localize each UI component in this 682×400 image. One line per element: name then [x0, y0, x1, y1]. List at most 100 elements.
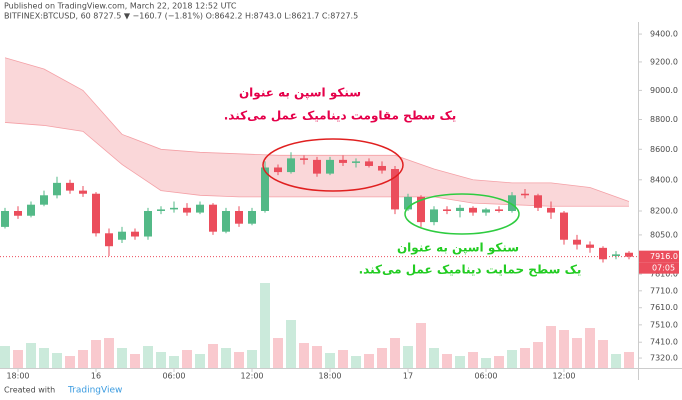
y-tick-label: 9200.0 — [650, 57, 678, 66]
volume-bar — [260, 283, 270, 368]
candle-body — [365, 161, 373, 166]
y-tick-label: 8800.0 — [650, 115, 678, 124]
volume-bar — [221, 348, 231, 368]
candle-body — [1, 210, 9, 227]
volume-bar — [0, 346, 10, 368]
y-tick-label: 8050.0 — [650, 230, 678, 239]
volume-bar — [611, 354, 621, 368]
x-tick-label: 16 — [91, 372, 101, 381]
candle-body — [430, 209, 438, 223]
candle-body — [144, 210, 152, 237]
candle-body — [274, 167, 282, 173]
candle-body — [482, 209, 490, 213]
volume-bar — [559, 330, 569, 368]
x-tick-label: 18:00 — [6, 372, 29, 381]
cloud-line — [4, 122, 629, 207]
candle-body — [300, 158, 308, 160]
annotation: یک سطح مقاومت دینامیک عمل می‌کند. — [224, 109, 457, 124]
volume-bar — [585, 328, 595, 368]
y-tick-label: 8600.0 — [650, 145, 678, 154]
volume-bar — [26, 343, 36, 368]
candle-body — [612, 254, 620, 256]
volume-bar — [273, 338, 283, 368]
y-tick-label: 7320.0 — [650, 354, 678, 363]
candle-body — [586, 244, 594, 248]
volume-bar — [533, 342, 543, 368]
volume-bar — [442, 354, 452, 368]
volume-bar — [117, 348, 127, 368]
volume-bar — [208, 344, 218, 368]
volume-bar — [455, 356, 465, 368]
candle-body — [339, 159, 347, 163]
published: Published on TradingView.com, March 22, … — [4, 2, 237, 11]
candle-body — [352, 161, 360, 163]
candle-body — [404, 196, 412, 210]
candle-body — [313, 159, 321, 174]
footer-brand: TradingView — [67, 386, 122, 396]
candle-body — [391, 169, 399, 210]
volume-bar — [130, 354, 140, 368]
x-tick-label: 06:00 — [474, 372, 497, 381]
volume-bar — [520, 348, 530, 368]
volume-bar — [182, 350, 192, 368]
volume-bar — [169, 356, 179, 368]
volume-bar — [403, 346, 413, 368]
candle-body — [53, 182, 61, 196]
volume-bar — [325, 353, 335, 368]
candle-body — [40, 195, 48, 205]
y-tick-label: 7710.0 — [650, 286, 678, 295]
volume-bar — [39, 348, 49, 368]
last-price-box — [639, 250, 679, 263]
candle-body — [222, 210, 230, 232]
volume-bar — [507, 350, 517, 368]
candle-body — [170, 207, 178, 210]
last-price-label: 7916.0 — [650, 252, 678, 261]
volume-bar — [78, 350, 88, 368]
y-tick-label: 9400.0 — [650, 30, 678, 39]
cloud-area — [5, 57, 629, 207]
candle-body — [66, 182, 74, 191]
candle-body — [456, 207, 464, 211]
candle-body — [157, 209, 165, 211]
candle-body — [118, 231, 126, 240]
volume-bar — [416, 323, 426, 368]
volume-bar — [195, 354, 205, 368]
candle-body — [131, 231, 139, 237]
annotation: سنکو اسپن به عنوان — [397, 241, 519, 256]
candle-body — [599, 247, 607, 260]
resistance-ellipse — [262, 138, 404, 192]
candle-body — [521, 193, 529, 196]
candle-body — [573, 239, 581, 245]
volume-bar — [286, 320, 296, 368]
candle-body — [196, 204, 204, 213]
y-tick-label: 7810.0 — [650, 270, 678, 279]
candle-body — [92, 193, 100, 234]
volume-bar — [91, 340, 101, 368]
candle-body — [209, 204, 217, 232]
volume-bar — [468, 352, 478, 368]
volume-bar — [351, 356, 361, 368]
volume-bar — [143, 346, 153, 368]
volume-bar — [104, 338, 114, 368]
candle-body — [534, 195, 542, 208]
volume-bar — [572, 338, 582, 368]
y-tick-label: 7510.0 — [650, 320, 678, 329]
annotation: سنکو اسپن به عنوان — [239, 86, 361, 101]
candle-body — [105, 233, 113, 247]
volume-bar — [494, 356, 504, 368]
volume-bar — [598, 340, 608, 368]
candle-body — [417, 196, 425, 223]
volume-bar — [299, 343, 309, 368]
candle-body — [27, 204, 35, 216]
volume-bar — [13, 350, 23, 368]
y-tick-label: 9000.0 — [650, 86, 678, 95]
candle-body — [495, 209, 503, 211]
candle-body — [235, 210, 243, 224]
x-tick-label: 18:00 — [318, 372, 341, 381]
candle-body — [79, 190, 87, 194]
countdown-box — [639, 262, 679, 274]
footer-created: Created with — [4, 386, 55, 395]
candle-body — [378, 165, 386, 171]
volume-bar — [312, 346, 322, 368]
